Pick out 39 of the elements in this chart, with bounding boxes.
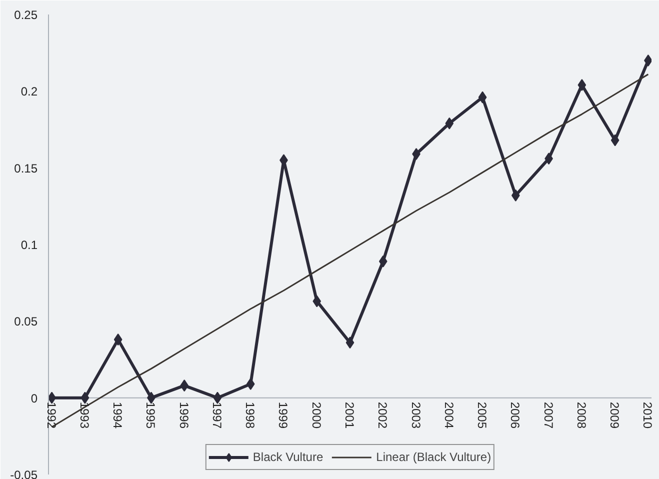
y-tick-label: -0.05	[10, 468, 38, 479]
point	[478, 91, 487, 104]
x-tick-label: 2002	[376, 402, 390, 429]
y-tick-label: 0	[30, 391, 38, 406]
point	[578, 79, 586, 92]
point	[246, 378, 255, 390]
point	[114, 334, 122, 346]
x-tick-label: 1995	[144, 402, 158, 429]
x-tick-label: 2000	[309, 402, 324, 429]
y-tick-label: 0.2	[20, 84, 38, 99]
x-tick-label: 1992	[44, 402, 58, 429]
y-tick-label: 0.1	[20, 238, 38, 252]
point	[180, 380, 189, 392]
x-tick-label: 2007	[541, 402, 556, 429]
point	[511, 189, 520, 202]
legend-label: Linear (Black Vulture)	[376, 450, 492, 464]
x-tick-label: 2003	[408, 402, 423, 429]
point	[346, 336, 354, 349]
x-tick-label: 2005	[475, 402, 490, 429]
point	[312, 295, 322, 308]
point	[378, 255, 388, 268]
x-tick-label: 2009	[608, 402, 622, 429]
x-tick-label: 2008	[574, 402, 588, 429]
x-tick-label: 1999	[276, 402, 290, 429]
y-tick-label: 0.25	[14, 8, 38, 22]
point	[445, 117, 454, 130]
x-tick-label: 1994	[110, 402, 125, 429]
x-tick-label: 1993	[77, 402, 92, 429]
y-tick-label: 0.05	[14, 314, 38, 329]
x-tick-label: 2004	[442, 402, 456, 429]
x-tick-label: 1998	[243, 402, 258, 429]
x-tick-label: 2010	[640, 402, 655, 429]
x-tick-label: 1997	[210, 402, 224, 429]
point	[610, 134, 620, 146]
y-tick-label: 0.15	[14, 161, 38, 176]
x-tick-label: 2001	[342, 402, 356, 429]
legend-label: Black Vulture	[252, 450, 324, 464]
x-tick-label: 1996	[176, 402, 191, 429]
x-tick-label: 2006	[508, 402, 522, 429]
